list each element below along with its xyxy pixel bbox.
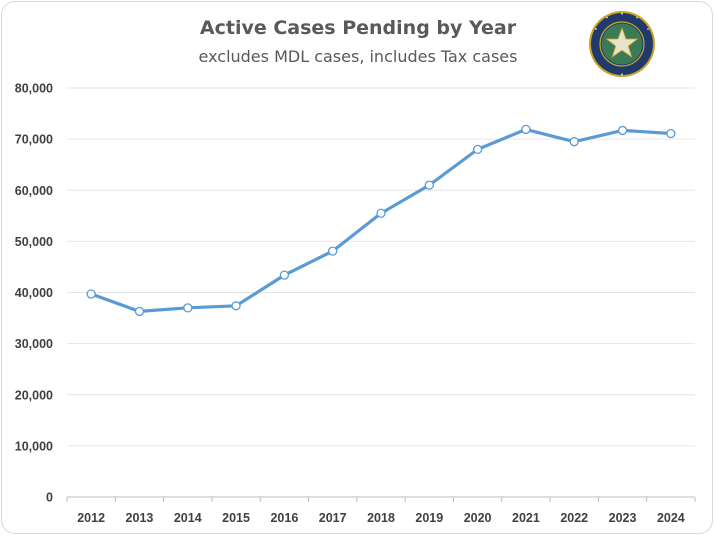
x-tick-label: 2013 bbox=[126, 511, 154, 525]
y-tick-label: 60,000 bbox=[15, 184, 53, 198]
x-tick-label: 2014 bbox=[174, 511, 202, 525]
data-point bbox=[617, 125, 628, 136]
data-point bbox=[183, 303, 193, 313]
y-tick-label: 40,000 bbox=[15, 286, 53, 300]
x-tick-label: 2024 bbox=[657, 511, 685, 525]
data-point bbox=[134, 306, 145, 317]
data-point bbox=[472, 144, 483, 155]
x-tick-label: 2020 bbox=[464, 511, 492, 525]
y-tick-label: 20,000 bbox=[15, 388, 53, 402]
chart-subtitle: excludes MDL cases, includes Tax cases bbox=[198, 47, 518, 66]
chart-title: Active Cases Pending by Year bbox=[199, 17, 517, 39]
x-tick-label: 2022 bbox=[560, 511, 588, 525]
data-point bbox=[279, 270, 290, 280]
y-tick-label: 70,000 bbox=[15, 133, 53, 147]
series-line bbox=[89, 127, 673, 313]
y-tick-label: 80,000 bbox=[15, 82, 53, 96]
x-tick-label: 2015 bbox=[222, 511, 250, 525]
x-tick-label: 2017 bbox=[319, 511, 347, 525]
x-tick-label: 2023 bbox=[609, 511, 637, 525]
data-point bbox=[376, 208, 386, 218]
data-point bbox=[569, 137, 579, 147]
data-point bbox=[86, 289, 96, 299]
data-point bbox=[328, 246, 338, 256]
y-tick-label: 10,000 bbox=[15, 439, 53, 453]
x-tick-label: 2021 bbox=[512, 511, 540, 525]
x-tick-label: 2018 bbox=[367, 511, 395, 525]
y-tick-label: 50,000 bbox=[15, 235, 53, 249]
x-tick-label: 2019 bbox=[415, 511, 443, 525]
x-tick-label: 2012 bbox=[77, 511, 105, 525]
court-seal-icon bbox=[589, 11, 655, 77]
data-point bbox=[231, 301, 241, 311]
data-point bbox=[666, 128, 676, 139]
y-tick-label: 0 bbox=[46, 491, 53, 505]
data-point bbox=[521, 124, 531, 135]
y-tick-label: 30,000 bbox=[15, 337, 53, 351]
data-point bbox=[424, 180, 434, 190]
x-tick-label: 2016 bbox=[270, 511, 298, 525]
